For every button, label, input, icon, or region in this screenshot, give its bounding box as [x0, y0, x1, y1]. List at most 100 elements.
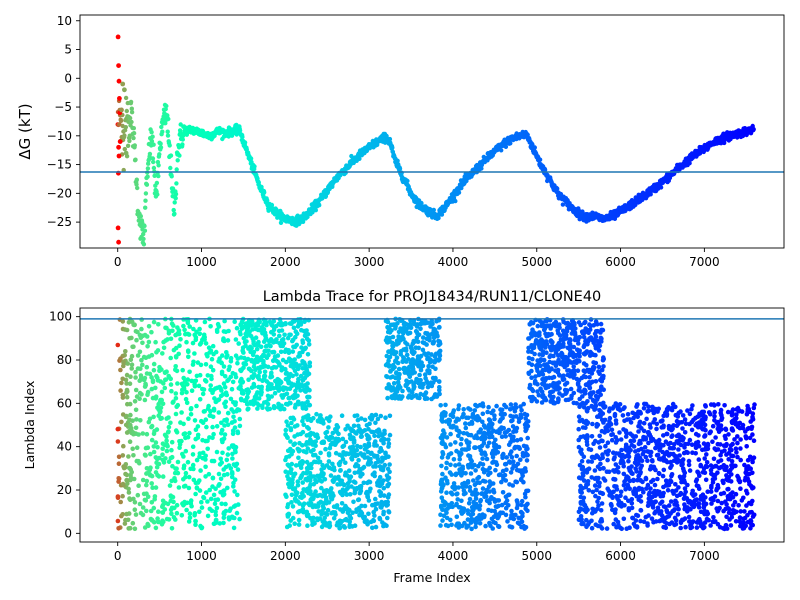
lambda-point [160, 474, 166, 479]
lambda-point [137, 332, 143, 338]
lambda-point [154, 464, 160, 470]
lambda-point [154, 350, 159, 355]
lambda-point [181, 323, 186, 329]
lambda-point [508, 470, 514, 475]
lambda-point [147, 472, 153, 478]
lambda-point [188, 412, 194, 417]
lambda-point [486, 427, 491, 433]
lambda-point [216, 483, 221, 488]
lambda-point [394, 389, 400, 394]
lambda-point [417, 384, 423, 390]
delta-g-point [142, 228, 148, 233]
lambda-point [467, 440, 472, 445]
lambda-point [190, 444, 196, 450]
delta-g-panel: 0 1000 2000 3000 4000 5000 6000 7000 1050−5−10−… [16, 14, 785, 269]
lambda-point [283, 492, 288, 498]
lambda-point [330, 510, 336, 515]
lambda-point [319, 416, 324, 422]
lambda-point [354, 507, 359, 512]
lambda-point [181, 477, 186, 482]
lambda-point [214, 424, 220, 429]
lambda-point [345, 423, 350, 429]
lambda-point [208, 496, 214, 502]
lambda-point [295, 432, 301, 437]
lambda-point [466, 406, 471, 411]
lambda-point [252, 384, 257, 389]
lambda-point [373, 420, 378, 426]
lambda-point [161, 381, 166, 386]
lambda-point [115, 426, 121, 432]
lambda-point [523, 428, 528, 434]
lambda-point [520, 473, 525, 479]
lambda-point [487, 479, 493, 484]
lambda-point [221, 510, 227, 515]
delta-g-point [453, 198, 458, 204]
lambda-point [523, 494, 528, 500]
lambda-point [502, 402, 507, 408]
lambda-point [345, 481, 351, 486]
lambda-point [228, 355, 234, 361]
delta-g-point [145, 166, 151, 171]
lambda-point [229, 407, 234, 412]
lambda-point [161, 519, 166, 525]
lambda-point [144, 482, 149, 488]
lambda-point [210, 435, 215, 441]
delta-g-point [384, 133, 389, 139]
delta-g-point [169, 174, 174, 179]
lambda-point [379, 503, 385, 509]
lambda-point [461, 407, 467, 412]
lambda-point [301, 346, 307, 352]
lambda-point [372, 433, 377, 439]
lambda-point [426, 355, 432, 361]
lambda-point [244, 339, 249, 344]
lambda-point [231, 400, 236, 405]
delta-g-point [122, 133, 127, 138]
lambda-point [118, 356, 123, 362]
lambda-point [355, 452, 360, 458]
lambda-point [178, 420, 183, 425]
lambda-point [318, 450, 323, 456]
lambda-point [164, 434, 169, 440]
lambda-point [382, 462, 388, 468]
lambda-point [454, 448, 459, 454]
delta-g-point [131, 126, 136, 131]
lambda-point [220, 392, 226, 397]
lambda-point [186, 416, 191, 422]
delta-g-x-tick-label: 4000 [438, 255, 469, 269]
lambda-point [142, 497, 148, 503]
delta-g-x-tick-label: 1000 [186, 255, 217, 269]
lambda-point [128, 412, 133, 418]
lambda-point [407, 393, 412, 398]
lambda-point [489, 495, 494, 500]
lambda-point [294, 331, 300, 337]
lambda-point [134, 337, 139, 343]
lambda-point [510, 418, 515, 423]
lambda-point [520, 513, 525, 519]
lambda-point [456, 403, 462, 408]
lambda-point [385, 466, 391, 472]
lambda-point [116, 526, 121, 531]
lambda-point [378, 467, 384, 472]
lambda-point [480, 411, 486, 417]
delta-g-point [240, 134, 245, 140]
lambda-point [203, 457, 208, 462]
delta-g-outlier-point [116, 239, 121, 245]
lambda-point [431, 339, 437, 345]
lambda-point [211, 521, 217, 527]
delta-g-point [127, 115, 133, 121]
lambda-point [219, 501, 224, 507]
lambda-point [313, 489, 318, 494]
lambda-point [386, 475, 392, 481]
lambda-point [143, 355, 149, 361]
lambda-point [239, 326, 245, 331]
delta-g-y-tick-label: 5 [64, 43, 72, 57]
delta-g-point [118, 118, 124, 124]
lambda-point [137, 349, 143, 355]
lambda-point [192, 351, 197, 356]
lambda-point [348, 436, 353, 441]
lambda-point [161, 460, 167, 465]
lambda-point [282, 392, 287, 398]
lambda-point [202, 337, 207, 342]
lambda-point [203, 438, 208, 444]
lambda-point [453, 463, 458, 468]
